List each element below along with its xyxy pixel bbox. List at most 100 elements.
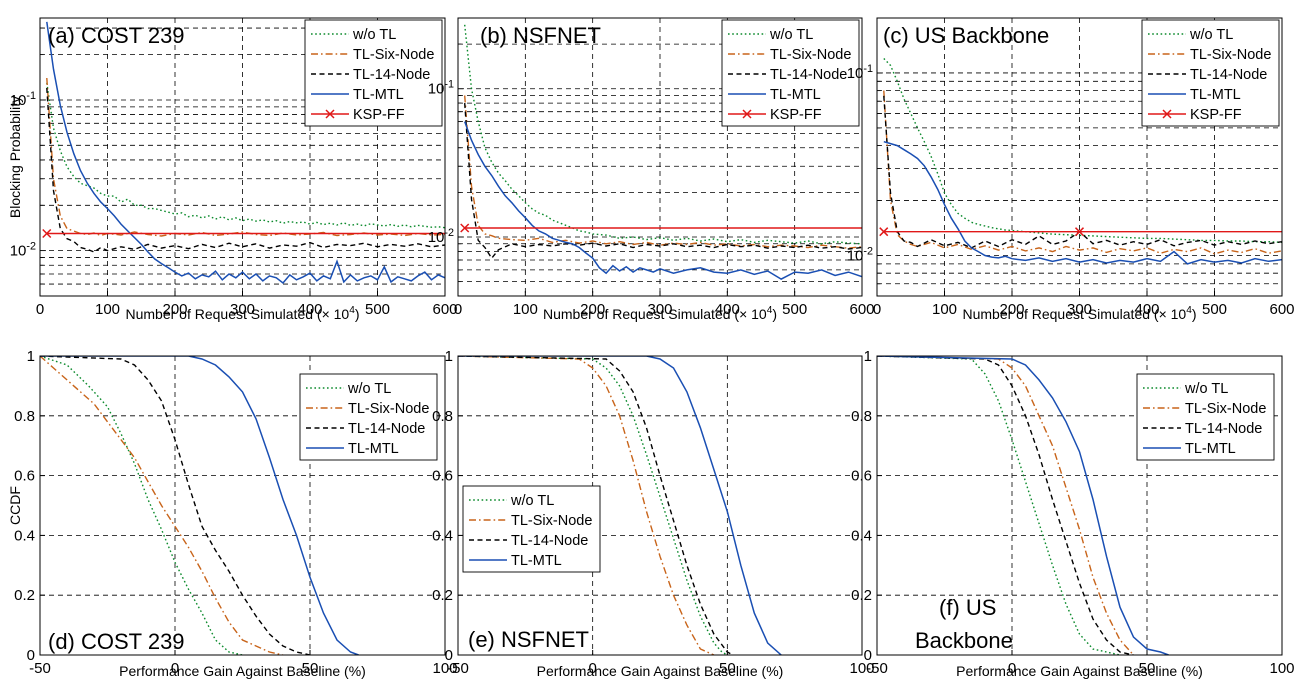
y-tick-label: 0.2 — [851, 587, 872, 604]
series-line-w-o-tl — [877, 356, 1121, 655]
x-axis-label: Performance Gain Against Baseline (%) — [119, 663, 366, 679]
legend-label: TL-14-Node — [1190, 67, 1267, 83]
x-tick-label: 600 — [432, 301, 457, 318]
x-tick-label: 300 — [230, 301, 255, 318]
axes-frame — [39, 355, 446, 656]
x-tick-label: 100 — [932, 301, 957, 318]
x-tick-label: 50 — [1139, 660, 1156, 677]
legend-box — [1141, 19, 1280, 127]
x-tick-label: 200 — [999, 301, 1024, 318]
x-tick-label: -50 — [866, 660, 888, 677]
y-tick-label: 10-2 — [428, 227, 454, 246]
legend-label: TL-Six-Node — [348, 401, 429, 417]
x-tick-label: 300 — [647, 301, 672, 318]
series-group — [458, 356, 782, 655]
chart-panel-3: 0 100 200 300 400 500 600 10-1 10-2 Number of Req… — [847, 17, 1295, 322]
x-tick-label: 300 — [1067, 301, 1092, 318]
legend-label: w/o TL — [510, 493, 554, 509]
y-tick-label: 1 — [27, 348, 35, 365]
legend: w/o TL TL-Six-Node TL-14-Node TL-MTL — [299, 373, 438, 461]
legend-label: w/o TL — [1189, 27, 1233, 43]
x-tick-label: 100 — [849, 660, 874, 677]
x-tick-label: 0 — [588, 660, 596, 677]
y-tick-label: 10-2 — [847, 246, 873, 265]
y-tick-label: 0.6 — [14, 468, 35, 485]
x-tick-label: 0 — [873, 301, 881, 318]
series-line-tl-14-node — [883, 95, 1282, 249]
legend: w/o TL TL-Six-Node TL-14-Node TL-MTL KSP-FF — [721, 19, 860, 127]
x-tick-label: 100 — [95, 301, 120, 318]
y-tick-label: 10-1 — [428, 79, 454, 98]
legend-label: TL-MTL — [1190, 87, 1241, 103]
y-tick-label: 10-1 — [847, 63, 873, 82]
y-tick-label: 0.6 — [432, 468, 453, 485]
legend: w/o TL TL-Six-Node TL-14-Node TL-MTL KSP-FF — [304, 19, 443, 127]
marker-x — [879, 227, 889, 237]
y-tick-label: 0.8 — [851, 408, 872, 425]
legend: w/o TL TL-Six-Node TL-14-Node TL-MTL KSP-FF — [1141, 19, 1280, 127]
series-group — [42, 21, 445, 285]
x-tick-label: -50 — [29, 660, 51, 677]
x-axis-label: Number of Request Simulated (× 104) — [125, 305, 359, 322]
y-tick-label: 0 — [864, 647, 872, 664]
x-tick-label: 0 — [454, 301, 462, 318]
x-axis-label: Number of Request Simulated (× 104) — [962, 305, 1196, 322]
series-group — [460, 24, 862, 280]
x-tick-label: 100 — [513, 301, 538, 318]
legend-label: TL-Six-Node — [1190, 47, 1271, 63]
x-tick-label: 600 — [1269, 301, 1294, 318]
x-axis-label: Number of Request Simulated (× 104) — [543, 305, 777, 322]
series-line-tl-six-node — [883, 90, 1282, 255]
series-line-tl-six-node — [40, 356, 284, 655]
x-tick-label: 100 — [1269, 660, 1294, 677]
y-tick-label: 0.8 — [14, 408, 35, 425]
legend-label: TL-MTL — [353, 87, 404, 103]
series-line-w-o-tl — [46, 82, 445, 229]
y-tick-label: 0.4 — [851, 527, 872, 544]
series-line-tl-14-node — [40, 356, 311, 655]
y-tick-label: 0 — [27, 647, 35, 664]
x-tick-label: 50 — [719, 660, 736, 677]
legend-label: TL-MTL — [348, 441, 399, 457]
panel-title: (c) US Backbone — [883, 23, 1049, 48]
legend-label: TL-14-Node — [511, 533, 588, 549]
panel-title: (b) NSFNET — [480, 23, 601, 48]
axes-frame — [876, 355, 1283, 656]
y-tick-label: 0.4 — [14, 527, 35, 544]
legend-label: TL-14-Node — [348, 421, 425, 437]
y-tick-label: 10-2 — [10, 241, 36, 260]
legend-label: w/o TL — [1184, 381, 1228, 397]
chart-panel-2: 0 100 200 300 400 500 600 10-1 10-2 Number of Req… — [428, 17, 875, 322]
x-tick-label: 100 — [432, 660, 457, 677]
x-tick-label: 500 — [782, 301, 807, 318]
series-line-tl-14-node — [46, 87, 445, 253]
legend-label: w/o TL — [769, 27, 813, 43]
series-line-tl-14-node — [464, 103, 862, 260]
marker-x — [1074, 227, 1085, 237]
panel-title: (e) NSFNET — [468, 627, 589, 652]
y-tick-label: 0.8 — [432, 408, 453, 425]
legend-label: TL-MTL — [511, 553, 562, 569]
marker-x — [460, 223, 470, 233]
legend-box — [721, 19, 860, 127]
x-tick-label: 500 — [365, 301, 390, 318]
x-tick-label: 0 — [36, 301, 44, 318]
y-tick-label: 1 — [864, 348, 872, 365]
panel-title: (d) COST 239 — [48, 629, 185, 654]
series-line-w-o-tl — [883, 58, 1282, 244]
x-tick-label: 200 — [162, 301, 187, 318]
legend-label: TL-14-Node — [1185, 421, 1262, 437]
y-tick-label: 0.4 — [432, 527, 453, 544]
y-tick-label: 0.6 — [851, 468, 872, 485]
legend-label: TL-14-Node — [353, 67, 430, 83]
panel-title: Backbone — [915, 628, 1013, 653]
legend-label: TL-Six-Node — [770, 47, 851, 63]
y-tick-label: 0.2 — [14, 587, 35, 604]
legend-label: TL-MTL — [770, 87, 821, 103]
legend-label: TL-14-Node — [770, 67, 847, 83]
legend: w/o TL TL-Six-Node TL-14-Node TL-MTL — [1136, 373, 1275, 461]
legend-label: TL-MTL — [1185, 441, 1236, 457]
legend-label: KSP-FF — [770, 107, 822, 123]
series-line-tl-mtl — [46, 21, 445, 285]
